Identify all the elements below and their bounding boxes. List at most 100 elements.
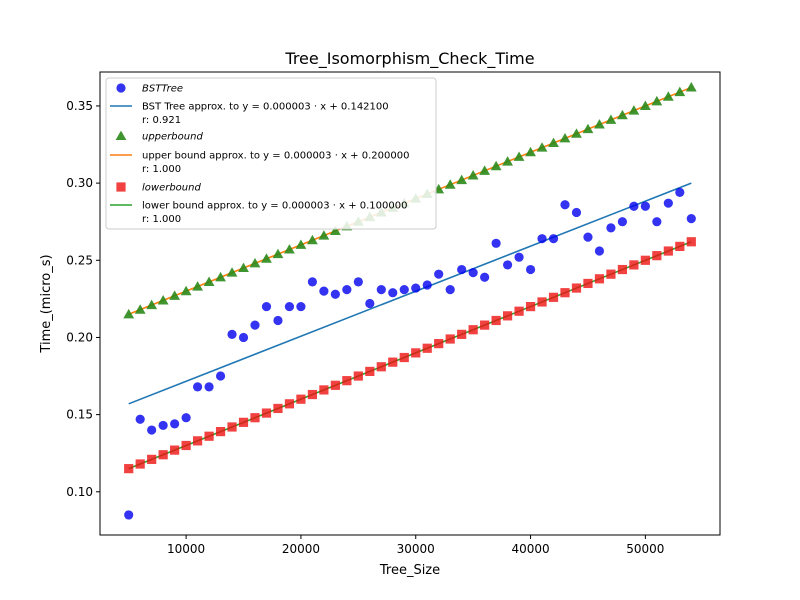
point-circle	[135, 414, 145, 424]
point-circle	[147, 425, 157, 435]
point-triangle	[536, 142, 548, 152]
point-triangle	[192, 281, 203, 291]
point-circle	[537, 234, 547, 244]
point-circle	[204, 382, 214, 392]
y-tick-label: 0.10	[66, 485, 93, 499]
point-square	[457, 329, 467, 339]
point-square	[606, 269, 616, 279]
point-square	[502, 311, 513, 321]
point-triangle	[456, 174, 468, 185]
legend-label: BST Tree approx. to y = 0.000003 · x + 0…	[142, 102, 389, 113]
point-triangle	[617, 109, 628, 120]
point-circle	[663, 198, 673, 208]
point-square	[273, 403, 283, 414]
point-circle	[548, 234, 559, 244]
point-circle	[525, 264, 536, 275]
point-circle	[652, 217, 662, 227]
point-circle	[480, 272, 490, 282]
legend-r-value: r: 0.921	[142, 115, 181, 126]
point-circle	[296, 301, 306, 312]
point-circle	[491, 238, 501, 248]
point-square	[192, 436, 203, 446]
legend-label: lower bound approx. to y = 0.000003 · x …	[142, 201, 407, 212]
x-tick-label: 50000	[626, 542, 664, 556]
point-triangle	[318, 230, 330, 240]
point-square	[135, 459, 145, 469]
plot-frame	[99, 71, 721, 536]
y-tick-label: 0.25	[66, 253, 93, 267]
point-triangle	[525, 146, 536, 157]
point-circle	[434, 269, 444, 279]
point-circle	[353, 277, 363, 287]
point-square	[227, 422, 237, 432]
point-square	[158, 450, 168, 460]
point-circle	[629, 201, 639, 211]
point-triangle	[134, 304, 146, 314]
point-triangle	[180, 285, 192, 296]
point-triangle	[559, 132, 571, 143]
point-circle	[617, 217, 628, 227]
point-circle	[330, 289, 340, 299]
point-circle	[468, 268, 478, 278]
point-circle	[422, 280, 432, 290]
point-square	[468, 325, 478, 335]
fit-line-1	[128, 182, 692, 405]
legend: BSTTree BST Tree approx. to y = 0.000003 …	[105, 77, 437, 230]
point-triangle	[272, 248, 284, 259]
point-square	[365, 366, 375, 377]
legend-marker-circle	[116, 83, 126, 93]
point-circle	[227, 329, 237, 339]
point-triangle	[284, 244, 295, 254]
x-tick-label: 30000	[397, 542, 435, 556]
point-square	[330, 380, 340, 390]
point-triangle	[123, 308, 135, 319]
point-circle	[307, 277, 318, 287]
point-square	[353, 371, 363, 381]
point-square	[445, 334, 455, 344]
point-square	[594, 274, 605, 284]
point-triangle	[651, 95, 663, 106]
point-circle	[342, 285, 352, 295]
point-circle	[215, 371, 226, 381]
point-triangle	[295, 239, 307, 249]
point-circle	[273, 315, 283, 326]
point-triangle	[594, 119, 605, 129]
point-square	[204, 431, 214, 441]
point-square	[215, 426, 226, 437]
point-square	[652, 251, 662, 261]
point-circle	[640, 201, 650, 211]
point-square	[296, 394, 306, 404]
point-triangle	[249, 257, 261, 268]
point-square	[319, 385, 329, 395]
legend-r-value: r: 1.000	[142, 164, 181, 175]
point-circle	[319, 286, 329, 296]
point-triangle	[479, 165, 491, 175]
legend-label: lowerbound	[142, 183, 201, 194]
point-triangle	[238, 262, 249, 273]
legend-box	[105, 77, 437, 230]
point-triangle	[490, 160, 502, 171]
point-circle	[192, 382, 203, 392]
point-circle	[158, 420, 168, 431]
point-triangle	[548, 137, 559, 148]
point-square	[250, 413, 260, 423]
point-square	[284, 399, 295, 409]
point-triangle	[307, 234, 318, 245]
point-triangle	[157, 295, 169, 305]
y-tick-label: 0.20	[66, 330, 93, 344]
point-circle	[170, 419, 180, 429]
point-circle	[388, 288, 398, 298]
point-triangle	[215, 271, 226, 282]
legend-label: upperbound	[142, 132, 203, 143]
point-square	[514, 306, 524, 316]
point-square	[399, 352, 409, 363]
point-circle	[583, 232, 593, 242]
point-triangle	[467, 170, 479, 180]
point-circle	[686, 214, 696, 224]
point-circle	[606, 223, 616, 233]
point-square	[170, 445, 180, 455]
point-square	[537, 297, 547, 307]
point-triangle	[628, 105, 640, 115]
y-tick-label: 0.30	[66, 176, 93, 190]
